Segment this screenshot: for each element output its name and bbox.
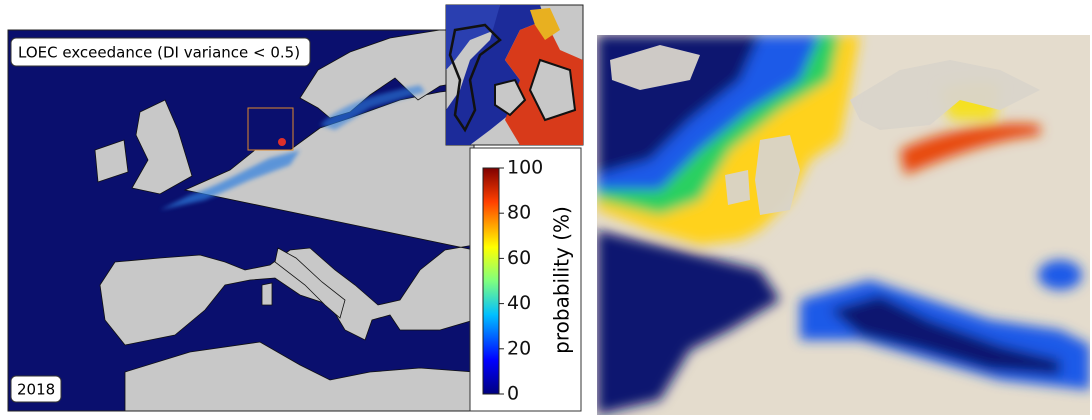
colorbar-label: probability (%) — [550, 206, 574, 354]
colorbar-tick-label: 0 — [507, 383, 519, 405]
title-box — [10, 37, 311, 67]
colorbar-tick-label: 80 — [507, 202, 531, 224]
colorbar-tick-label: 40 — [507, 292, 531, 314]
colorbar-tick-label: 20 — [507, 337, 531, 359]
colorbar — [482, 167, 500, 395]
hotspot — [278, 138, 286, 146]
year-box — [10, 375, 62, 403]
left-map — [8, 30, 474, 411]
colorbar-tick-label: 60 — [507, 247, 531, 269]
inset-map — [445, 4, 584, 146]
colorbar-ticks: 0 20 40 60 80 100 — [499, 157, 543, 405]
year-label: 2018 — [17, 381, 55, 399]
colorbar-tick-label: 100 — [507, 157, 543, 179]
map-title: LOEC exceedance (DI variance < 0.5) — [18, 44, 300, 62]
right-map — [597, 35, 1090, 415]
